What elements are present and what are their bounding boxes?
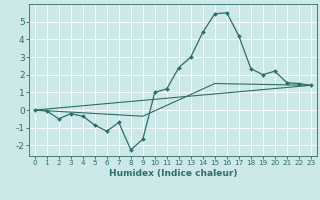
X-axis label: Humidex (Indice chaleur): Humidex (Indice chaleur): [108, 169, 237, 178]
